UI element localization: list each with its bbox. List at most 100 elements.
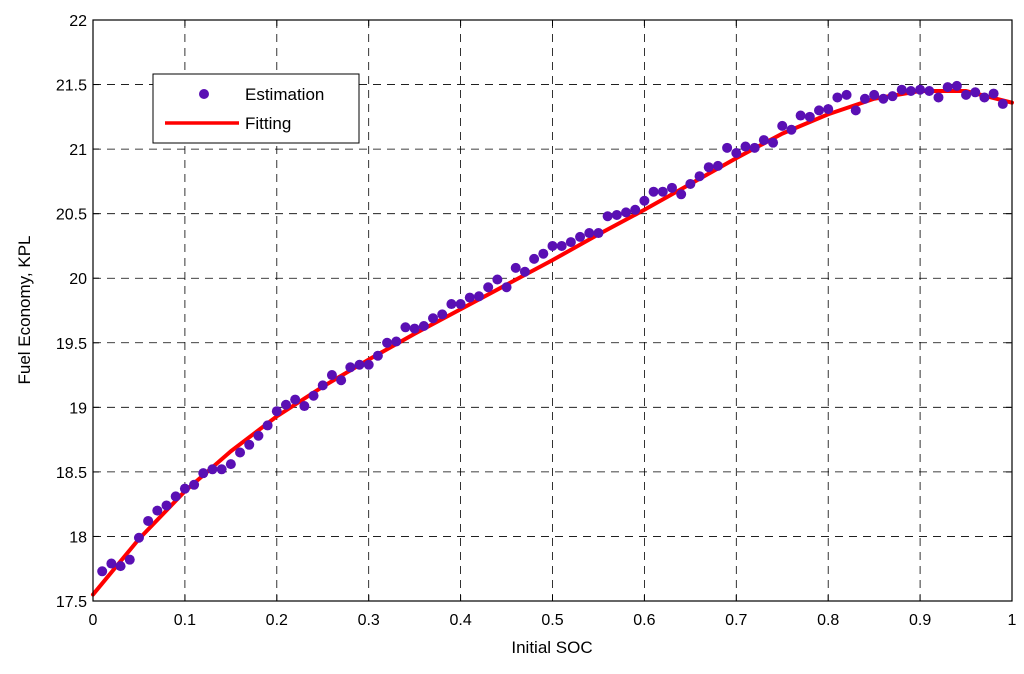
y-tick-label: 20.5 [56,207,87,224]
estimation-point [584,228,595,239]
estimation-point [666,182,677,193]
legend-estimation-label: Estimation [245,85,324,104]
estimation-point [244,439,255,450]
estimation-point [106,558,117,569]
estimation-point [731,147,742,158]
y-tick-label: 19 [69,400,87,417]
estimation-point [859,93,870,104]
estimation-point [951,80,962,91]
estimation-point [179,483,190,494]
estimation-point [299,401,310,412]
estimation-point [363,359,374,370]
y-tick-label: 20 [69,271,87,288]
estimation-point [676,189,687,200]
estimation-point [437,309,448,320]
estimation-point [207,464,218,475]
x-tick-label: 0.8 [817,612,839,629]
estimation-point [501,282,512,293]
estimation-point [464,292,475,303]
estimation-point [308,390,319,401]
legend-box [152,73,360,144]
estimation-point [887,91,898,102]
estimation-point [418,320,429,331]
legend: Estimation Fitting [152,73,360,144]
estimation-point [198,468,209,479]
fitting-line [91,89,1014,597]
estimation-point [262,420,273,431]
estimation-series [97,80,1008,577]
estimation-point [575,231,586,242]
estimation-point [639,195,650,206]
estimation-point [749,142,760,153]
x-tick-labels: 0 0.1 0.2 0.3 0.4 0.5 0.6 0.7 0.8 0.9 1 [89,612,1017,629]
y-tick-label: 21.5 [56,78,87,95]
estimation-point [400,322,411,333]
estimation-point [657,186,668,197]
estimation-point [740,141,751,152]
estimation-point [694,171,705,182]
estimation-point [722,142,733,153]
estimation-point [382,337,393,348]
estimation-point [225,459,236,470]
x-tick-label: 0.1 [174,612,196,629]
estimation-point [345,362,356,373]
estimation-point [942,82,953,93]
estimation-point [97,566,108,577]
estimation-point [621,207,632,218]
estimation-point [409,323,420,334]
estimation-point [758,135,769,146]
estimation-point [602,211,613,222]
y-tick-label: 18 [69,529,87,546]
estimation-point [290,394,301,405]
estimation-point [777,120,788,131]
estimation-point [878,93,889,104]
x-tick-label: 0.9 [909,612,931,629]
estimation-point [712,160,723,171]
fitting-series [91,89,1014,597]
estimation-point [915,84,926,95]
estimation-point [896,84,907,95]
y-tick-label: 18.5 [56,465,87,482]
estimation-point [317,380,328,391]
estimation-point [611,209,622,220]
estimation-point [519,266,530,277]
estimation-point [428,313,439,324]
estimation-point [391,336,402,347]
x-tick-label: 1 [1008,612,1017,629]
estimation-point [280,399,291,410]
y-tick-label: 19.5 [56,336,87,353]
estimation-point [235,447,246,458]
estimation-point [271,406,282,417]
axis-ticks [92,19,1013,602]
estimation-point [685,178,696,189]
estimation-point [933,92,944,103]
estimation-point [997,98,1008,109]
estimation-point [823,104,834,115]
x-tick-label: 0.3 [358,612,380,629]
y-tick-label: 22 [69,13,87,30]
estimation-point [124,554,135,565]
estimation-point [814,105,825,116]
estimation-point [483,282,494,293]
x-tick-label: 0.7 [725,612,747,629]
estimation-point [133,532,144,543]
estimation-point [869,89,880,100]
estimation-point [905,86,916,97]
estimation-point [216,464,227,475]
x-tick-label: 0.6 [633,612,655,629]
estimation-point [768,137,779,148]
estimation-point [786,124,797,135]
estimation-point [630,204,641,215]
estimation-point [152,505,163,516]
estimation-point [170,491,181,502]
estimation-point [593,228,604,239]
x-tick-label: 0.5 [541,612,563,629]
estimation-point [961,89,972,100]
y-axis-title: Fuel Economy, KPL [15,236,34,385]
legend-fitting-label: Fitting [245,114,291,133]
estimation-point [326,370,337,381]
y-tick-label: 17.5 [56,594,87,611]
estimation-point [703,162,714,173]
legend-estimation-marker [199,89,209,99]
